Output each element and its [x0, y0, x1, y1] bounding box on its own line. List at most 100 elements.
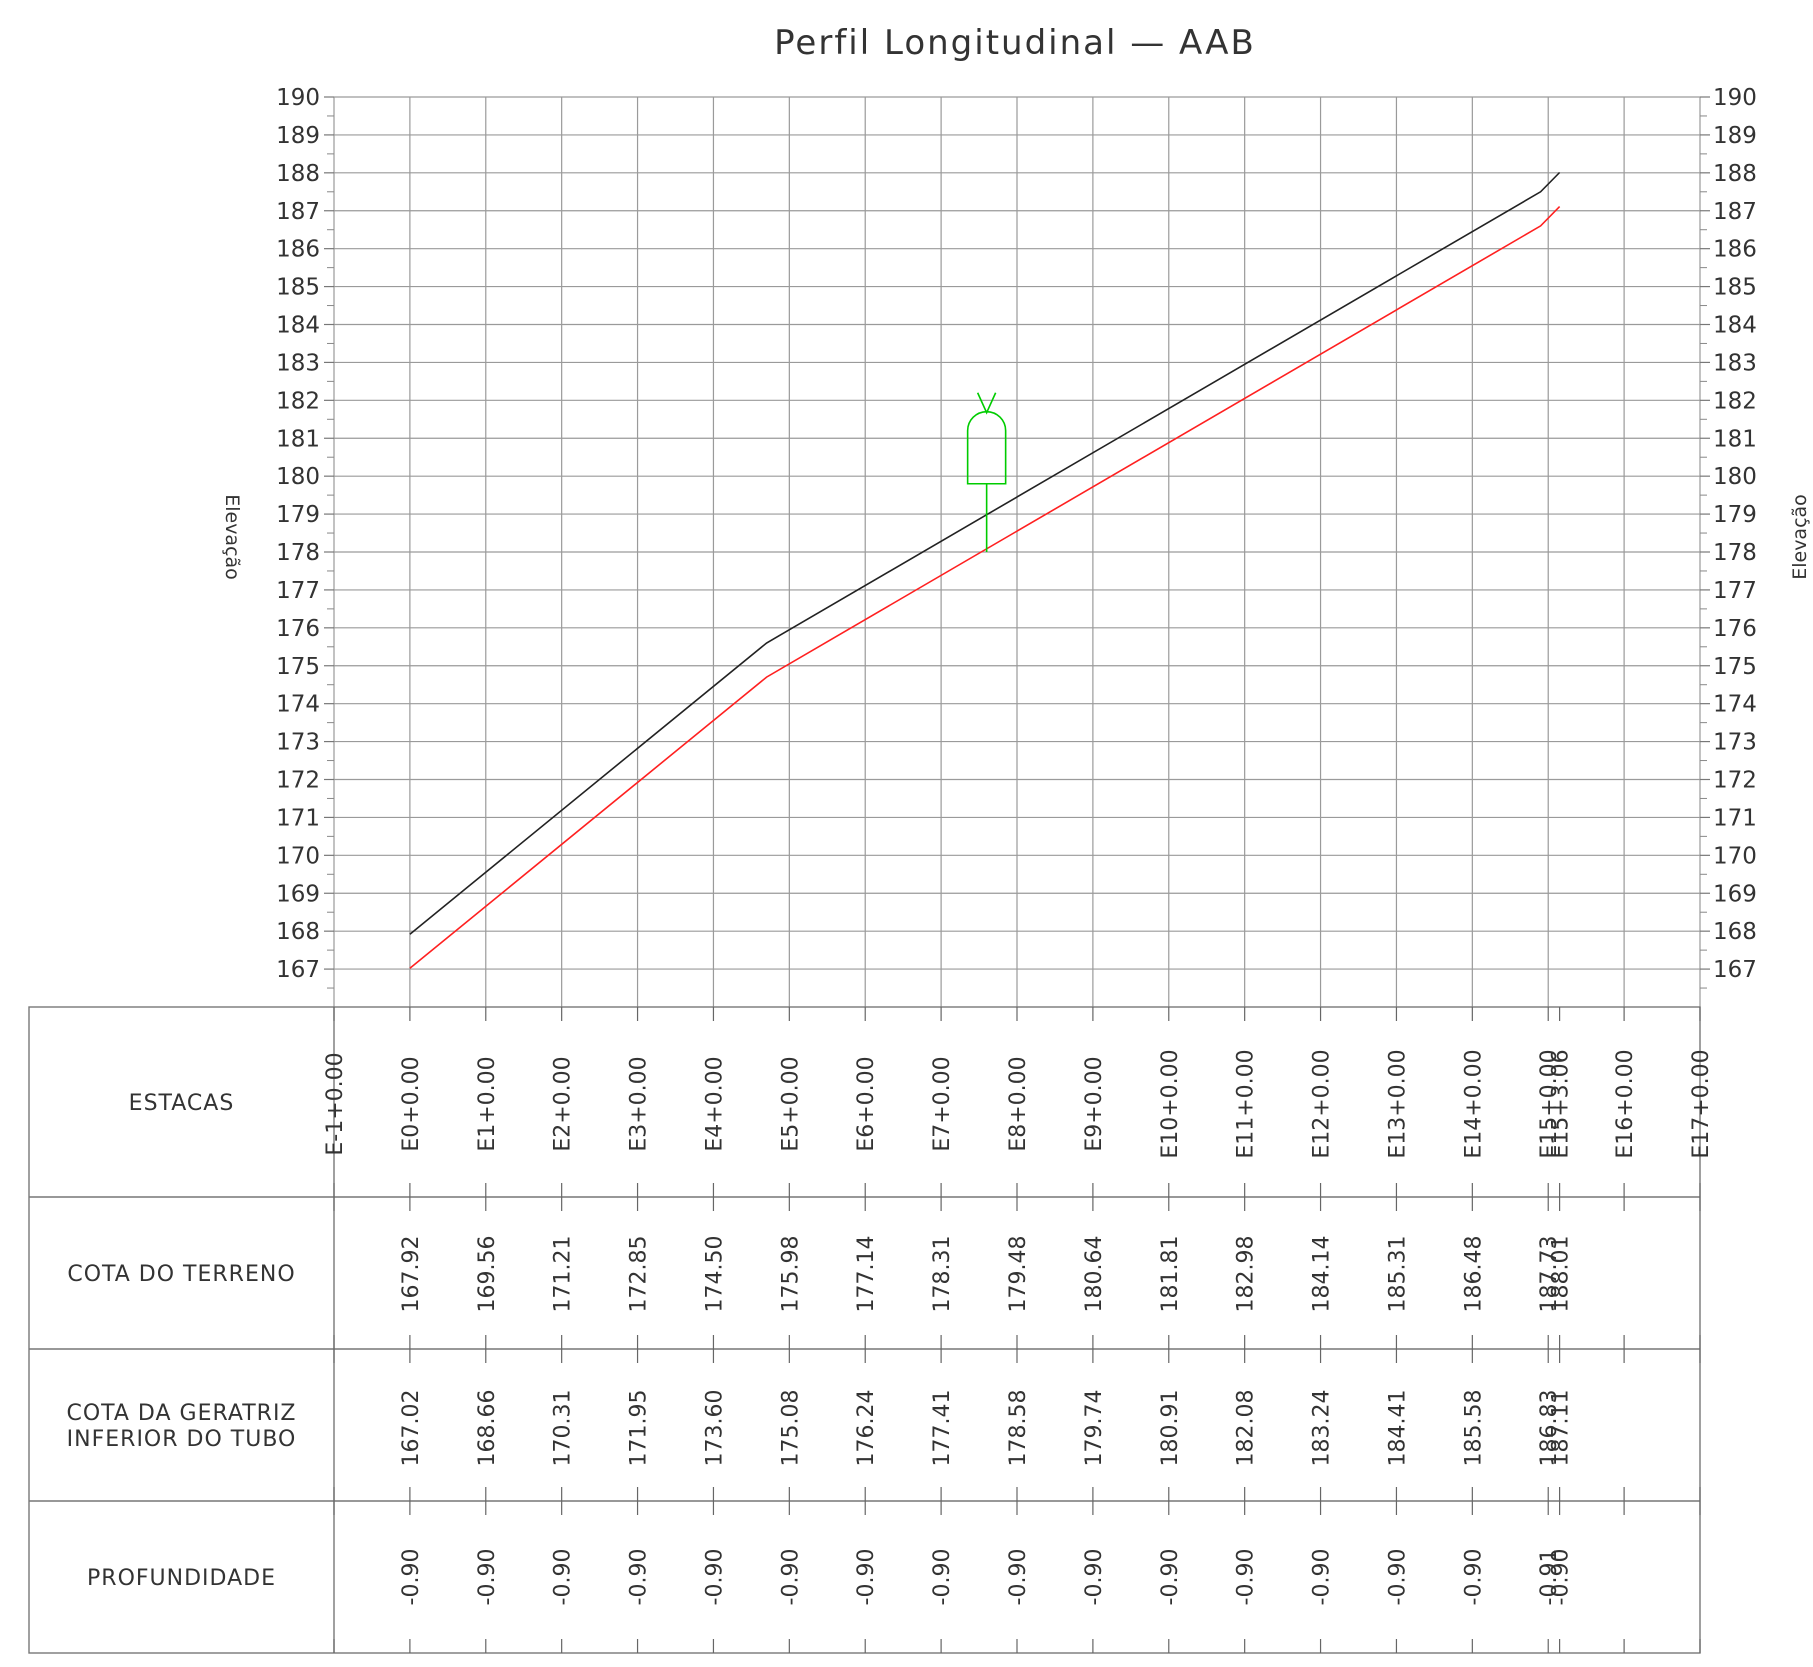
table-cell-value: 186.48 — [1461, 1236, 1486, 1313]
station-label: E6+0.00 — [854, 1056, 879, 1151]
y-tick-label-right: 183 — [1713, 350, 1757, 376]
station-label: E10+0.00 — [1158, 1049, 1183, 1158]
table-cell-value: 178.31 — [930, 1236, 955, 1313]
table-cell-value: 182.08 — [1234, 1390, 1259, 1467]
table-cell-value: -0.90 — [1310, 1549, 1335, 1606]
y-tick-label-right: 171 — [1713, 805, 1757, 831]
table-cell-value: -0.90 — [778, 1549, 803, 1606]
table-cell-value: 167.92 — [399, 1236, 424, 1313]
table-cell-value: -0.90 — [551, 1549, 576, 1606]
table-cell-value: 168.66 — [475, 1390, 500, 1467]
y-tick-label-left: 170 — [276, 843, 320, 869]
y-tick-label-right: 186 — [1713, 237, 1757, 263]
y-tick-label-left: 184 — [276, 313, 320, 339]
y-tick-label-left: 177 — [276, 578, 320, 604]
marker-body — [966, 411, 1007, 485]
y-tick-label-right: 170 — [1713, 843, 1757, 869]
station-label: E15+3.06 — [1549, 1049, 1574, 1158]
table-cell-value: 167.02 — [399, 1390, 424, 1467]
table-cell-value: 180.91 — [1158, 1390, 1183, 1467]
y-tick-label-left: 181 — [276, 426, 320, 452]
y-tick-label-right: 182 — [1713, 388, 1757, 414]
y-tick-label-right: 188 — [1713, 161, 1757, 187]
y-tick-label-left: 178 — [276, 540, 320, 566]
y-tick-label-left: 169 — [276, 881, 320, 907]
marker-cap — [976, 392, 997, 415]
table-cell-value: 182.98 — [1234, 1236, 1259, 1313]
table-cell-value: -0.90 — [1158, 1549, 1183, 1606]
table-cell-value: 186.83 — [1537, 1390, 1562, 1467]
axes: 167 167 168 168 169 169 170 170 171 171 172 172 173 1… — [276, 85, 1757, 989]
chart-title: Perfil Longitudinal — AAB — [774, 23, 1256, 63]
table-cell-value: -0.90 — [930, 1549, 955, 1606]
table-cell-value: -0.90 — [1385, 1549, 1410, 1606]
y-tick-label-left: 174 — [276, 692, 320, 718]
table-cell-value: 175.98 — [778, 1236, 803, 1313]
y-tick-label-left: 179 — [276, 502, 320, 528]
table-cell-value: 179.74 — [1082, 1390, 1107, 1467]
table-row-label: COTA DO TERRENO — [67, 1262, 295, 1287]
y-tick-label-left: 189 — [276, 123, 320, 149]
y-tick-label-left: 185 — [276, 275, 320, 301]
y-tick-label-right: 175 — [1713, 654, 1757, 680]
station-label: E13+0.00 — [1385, 1049, 1410, 1158]
y-tick-label-right: 179 — [1713, 502, 1757, 528]
y-tick-label-right: 168 — [1713, 919, 1757, 945]
table-cell-value: 184.14 — [1310, 1236, 1335, 1313]
table-cell-value: 170.31 — [551, 1390, 576, 1467]
y-tick-label-left: 167 — [276, 957, 320, 983]
y-tick-label-right: 190 — [1713, 85, 1757, 111]
table-cell-value: -0.90 — [1082, 1549, 1107, 1606]
y-tick-label-right: 180 — [1713, 464, 1757, 490]
table-cell-value: 176.24 — [854, 1390, 879, 1467]
table-cell-value: 180.64 — [1082, 1236, 1107, 1313]
station-label: E4+0.00 — [702, 1056, 727, 1151]
y-tick-label-left: 173 — [276, 730, 320, 756]
table-cell-value: 178.58 — [1006, 1390, 1031, 1467]
table-cell-value: -0.90 — [854, 1549, 879, 1606]
y-tick-label-left: 168 — [276, 919, 320, 945]
y-tick-label-left: 176 — [276, 616, 320, 642]
y-tick-label-left: 171 — [276, 805, 320, 831]
y-tick-label-right: 184 — [1713, 313, 1757, 339]
table-cell-value: 172.85 — [627, 1236, 652, 1313]
y-tick-label-right: 181 — [1713, 426, 1757, 452]
y-tick-label-right: 169 — [1713, 881, 1757, 907]
pipe-invert-line — [409, 206, 1561, 969]
table-cell-value: -0.91 — [1537, 1549, 1562, 1606]
table-cell-value: 174.50 — [702, 1236, 727, 1313]
grid — [333, 96, 1701, 1007]
terrain-line — [409, 171, 1561, 935]
table-row-label: PROFUNDIDADE — [87, 1566, 276, 1591]
table-cell-value: 183.24 — [1310, 1390, 1335, 1467]
y-tick-label-right: 185 — [1713, 275, 1757, 301]
station-label: E5+0.00 — [778, 1056, 803, 1151]
y-tick-label-right: 189 — [1713, 123, 1757, 149]
table-frame — [28, 1006, 1701, 1654]
table-cell-value: 177.41 — [930, 1390, 955, 1467]
table-cell-value: -0.90 — [1549, 1549, 1574, 1606]
series — [409, 171, 1561, 969]
y-axis-label-right: Elevação — [1789, 494, 1811, 580]
station-label: E3+0.00 — [627, 1056, 652, 1151]
station-label: E15+0.00 — [1537, 1049, 1562, 1158]
y-tick-label-right: 174 — [1713, 692, 1757, 718]
y-tick-label-right: 172 — [1713, 768, 1757, 794]
structure-marker — [966, 392, 1007, 552]
table-cell-value: -0.90 — [475, 1549, 500, 1606]
y-tick-label-left: 187 — [276, 199, 320, 225]
y-tick-label-right: 173 — [1713, 730, 1757, 756]
table-cell-value: 171.21 — [551, 1236, 576, 1313]
table-cell-value: -0.90 — [1006, 1549, 1031, 1606]
table-cell-value: 184.41 — [1385, 1390, 1410, 1467]
table-row-label: INFERIOR DO TUBO — [67, 1427, 297, 1452]
table-cell-value: -0.90 — [702, 1549, 727, 1606]
table-cell-value: -0.90 — [1234, 1549, 1259, 1606]
table-cell-value: 188.01 — [1549, 1236, 1574, 1313]
station-label: E1+0.00 — [475, 1056, 500, 1151]
station-label: E14+0.00 — [1461, 1049, 1486, 1158]
station-label: E8+0.00 — [1006, 1056, 1031, 1151]
station-label: E17+0.00 — [1689, 1049, 1714, 1158]
y-tick-label-right: 176 — [1713, 616, 1757, 642]
y-tick-label-left: 182 — [276, 388, 320, 414]
